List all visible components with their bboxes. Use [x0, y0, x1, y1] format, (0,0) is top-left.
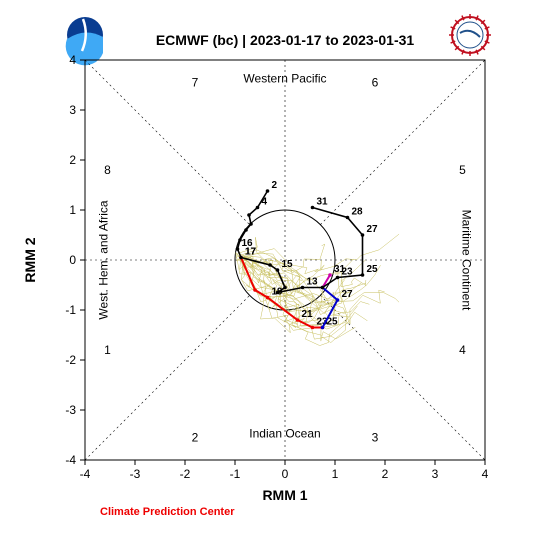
forecast-red-label: 21 — [302, 309, 314, 320]
forecast-blue-pt — [321, 326, 325, 330]
phase-1: 1 — [104, 343, 111, 357]
ytick-label: 0 — [69, 253, 76, 267]
phase-2: 2 — [192, 431, 199, 445]
obs-path-pt — [283, 286, 287, 290]
xtick-label: 1 — [332, 467, 339, 481]
obs-path-pt — [236, 247, 240, 251]
obs-path-pt — [249, 222, 253, 226]
phase-3: 3 — [372, 431, 379, 445]
obs-path-label: 31 — [317, 197, 329, 208]
ytick-label: -1 — [65, 303, 76, 317]
obs-path-pt — [268, 263, 272, 267]
rmm-phase-diagram: ECMWF (bc) | 2023-01-17 to 2023-01-31171… — [0, 0, 547, 547]
ytick-label: 4 — [69, 53, 76, 67]
obs-path-pt — [361, 233, 365, 237]
obs-path-pt — [247, 213, 251, 217]
obs-path-pt — [276, 291, 280, 295]
xtick-label: 3 — [432, 467, 439, 481]
obs-path-pt — [244, 228, 248, 232]
obs-path-pt — [311, 206, 315, 210]
xtick-label: -2 — [180, 467, 191, 481]
region-western-pacific: Western Pacific — [243, 72, 326, 86]
phase-8: 8 — [104, 163, 111, 177]
xtick-label: 0 — [282, 467, 289, 481]
obs-path-label: 13 — [307, 277, 319, 288]
forecast-magenta-pt — [328, 273, 332, 277]
obs-path-pt — [321, 286, 325, 290]
obs-path-label: 15 — [282, 259, 294, 270]
obs-path-label: 25 — [367, 264, 379, 275]
forecast-red-pt — [296, 318, 300, 322]
ytick-label: -3 — [65, 403, 76, 417]
ytick-label: 3 — [69, 103, 76, 117]
obs-path-pt — [266, 189, 270, 193]
ytick-label: -2 — [65, 353, 76, 367]
phase-7: 7 — [192, 76, 199, 90]
forecast-red-pt — [266, 296, 270, 300]
y-axis-label: RMM 2 — [22, 237, 38, 282]
phase-4: 4 — [459, 343, 466, 357]
phase-6: 6 — [372, 76, 379, 90]
x-axis-label: RMM 1 — [262, 487, 307, 503]
ytick-label: -4 — [65, 453, 76, 467]
forecast-blue-pt — [336, 298, 340, 302]
xtick-label: -4 — [80, 467, 91, 481]
obs-path-pt — [361, 273, 365, 277]
obs-path-pt — [256, 206, 260, 210]
footer-credit: Climate Prediction Center — [100, 506, 235, 518]
region-indian-ocean: Indian Ocean — [249, 427, 320, 441]
obs-path-pt — [346, 216, 350, 220]
forecast-red-pt — [253, 288, 257, 292]
obs-path-pt — [301, 286, 305, 290]
ytick-label: 1 — [69, 203, 76, 217]
obs-path-pt — [239, 256, 243, 260]
obs-path-label: 17 — [245, 247, 257, 258]
forecast-red-pt — [311, 326, 315, 330]
phase-5: 5 — [459, 163, 466, 177]
forecast-blue-label: 27 — [342, 289, 354, 300]
ytick-label: 2 — [69, 153, 76, 167]
obs-path-pt — [276, 268, 280, 272]
obs-path-label: 28 — [352, 207, 364, 218]
obs-path-pt — [336, 276, 340, 280]
region-maritime-continent: Maritime Continent — [460, 210, 474, 311]
obs-path-label: 23 — [342, 267, 354, 278]
xtick-label: -3 — [130, 467, 141, 481]
xtick-label: -1 — [230, 467, 241, 481]
xtick-label: 4 — [482, 467, 489, 481]
region-west-hem-africa: West. Hem. and Africa — [97, 200, 111, 319]
obs-path-label: 27 — [367, 224, 379, 235]
chart-title: ECMWF (bc) | 2023-01-17 to 2023-01-31 — [156, 32, 415, 48]
xtick-label: 2 — [382, 467, 389, 481]
obs-path-label: 4 — [262, 197, 268, 208]
obs-path-label: 2 — [272, 180, 278, 191]
